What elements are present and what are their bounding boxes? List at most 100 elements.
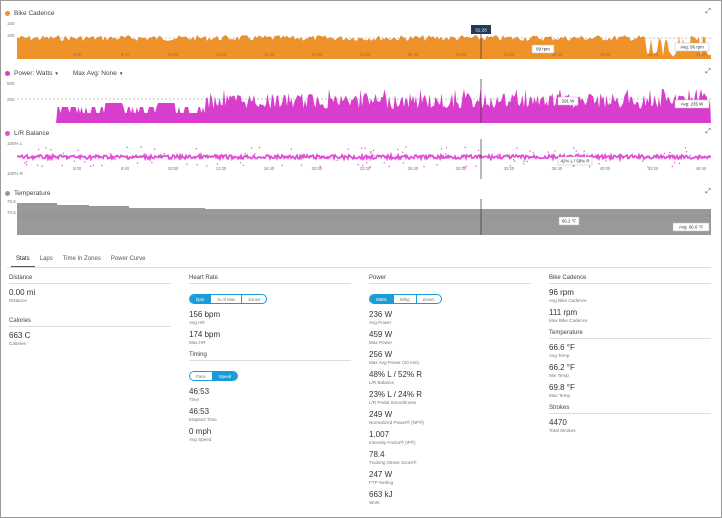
balance-point bbox=[547, 151, 549, 153]
power-watts-option[interactable]: Watts bbox=[370, 295, 393, 303]
balance-point bbox=[26, 161, 28, 163]
balance-cursor-value: 42% L / 58% R bbox=[560, 159, 589, 164]
time-value: 46:53 bbox=[189, 387, 210, 396]
balance-point bbox=[529, 150, 531, 152]
balance-point bbox=[216, 163, 218, 165]
tab-time-in-zones[interactable]: Time In Zones bbox=[62, 256, 101, 262]
power-ytick-top: 500 bbox=[7, 81, 15, 86]
cadence-xtick: 36:40 bbox=[552, 52, 563, 57]
balance-point bbox=[61, 164, 63, 167]
balance-point bbox=[222, 155, 224, 157]
power-metric-select[interactable]: Power: Watts bbox=[14, 69, 53, 77]
balance-point bbox=[685, 151, 688, 153]
power-zones-option[interactable]: Zones bbox=[415, 295, 441, 303]
power-ytick-mid: 250 bbox=[7, 97, 15, 102]
balance-point bbox=[523, 160, 525, 162]
balance-point bbox=[369, 159, 371, 161]
power-stat-value: 459 W bbox=[369, 330, 393, 339]
temperature-legend-dot bbox=[5, 190, 10, 196]
balance-point bbox=[689, 154, 691, 157]
balance-point bbox=[151, 161, 153, 164]
balance-point bbox=[366, 162, 368, 164]
balance-point bbox=[605, 160, 607, 162]
balance-point bbox=[369, 166, 371, 168]
balance-legend-dot bbox=[5, 130, 10, 136]
expand-icon[interactable]: ⤢ bbox=[705, 8, 711, 15]
expand-icon[interactable]: ⤢ bbox=[705, 188, 711, 195]
tab-laps[interactable]: Laps bbox=[39, 256, 53, 262]
balance-point bbox=[357, 164, 359, 166]
elapsed-time-value: 46:53 bbox=[189, 407, 210, 416]
balance-point bbox=[24, 162, 26, 164]
balance-point bbox=[143, 153, 145, 155]
balance-xtick-upper: 8:40 bbox=[121, 166, 130, 171]
hr-zones-option[interactable]: Zones bbox=[241, 295, 266, 303]
avg-hr-value: 156 bpm bbox=[189, 310, 221, 319]
cadence-chart-svg[interactable]: 150 100 5:00 8:40 10:00 13:20 16:40 20:00 23:2… bbox=[5, 19, 717, 65]
balance-xtick-upper: 10:00 bbox=[168, 166, 179, 171]
cadence-cursor-value-box bbox=[531, 44, 555, 54]
balance-point bbox=[361, 154, 363, 156]
balance-point bbox=[275, 157, 277, 160]
temperature-heading: Temperature bbox=[549, 330, 711, 339]
cadence-xtick: 43:20 bbox=[648, 52, 659, 57]
tab-stats[interactable]: Stats bbox=[11, 256, 35, 267]
power-stat-value: 663 kJ bbox=[369, 490, 393, 499]
balance-point bbox=[73, 160, 76, 162]
balance-point bbox=[136, 156, 138, 159]
max-hr-value: 174 bpm bbox=[189, 330, 221, 339]
balance-point bbox=[102, 156, 105, 158]
avg-temp-value: 66.6 °F bbox=[549, 343, 575, 352]
power-wkg-option[interactable]: W/kg bbox=[392, 295, 416, 303]
min-temp-value: 66.2 °F bbox=[549, 363, 575, 372]
power-chart-svg[interactable]: 500 250 291 W Avg: 235 W bbox=[5, 79, 717, 125]
balance-point bbox=[647, 166, 649, 168]
balance-point bbox=[89, 165, 92, 168]
power-chart-title: Power: Watts ▼ Max Avg: None ▼ bbox=[5, 67, 123, 79]
balance-point bbox=[445, 147, 448, 149]
heart-rate-heading: Heart Rate bbox=[189, 275, 351, 284]
balance-point bbox=[62, 152, 64, 154]
temperature-chart-panel: Temperature ⤢ 75.5 70.5 66.2 °F Avg: 66.6… bbox=[5, 187, 717, 239]
distance-heading: Distance bbox=[9, 275, 171, 284]
balance-point bbox=[397, 148, 399, 151]
power-stat-label: Normalized Power® (NP®) bbox=[369, 420, 425, 425]
balance-chart-svg[interactable]: 100% L 100% R 5:00 8:40 10:00 13:20 16:40 20:… bbox=[5, 139, 717, 185]
balance-xtick-upper: 40:00 bbox=[600, 166, 611, 171]
max-temp-value: 69.8 °F bbox=[549, 383, 575, 392]
max-avg-select[interactable]: Max Avg: None bbox=[72, 69, 117, 77]
balance-point bbox=[477, 149, 480, 151]
balance-xtick-upper: 20:00 bbox=[312, 166, 323, 171]
chevron-down-icon[interactable]: ▼ bbox=[118, 70, 124, 76]
strokes-heading: Strokes bbox=[549, 405, 711, 414]
timing-pace-option[interactable]: Pace bbox=[196, 374, 206, 379]
balance-point bbox=[489, 159, 492, 161]
balance-cursor-value-box bbox=[557, 156, 593, 166]
balance-xtick-upper: 30:00 bbox=[456, 166, 467, 171]
balance-point bbox=[588, 166, 591, 168]
balance-point bbox=[41, 165, 43, 167]
cadence-legend-dot bbox=[5, 10, 10, 16]
timing-speed-option[interactable]: Speed bbox=[211, 372, 238, 380]
hr-percent-max-option[interactable]: % of Max bbox=[210, 295, 241, 303]
balance-point bbox=[575, 150, 577, 152]
balance-point bbox=[320, 156, 322, 159]
tab-power-curve[interactable]: Power Curve bbox=[110, 256, 146, 262]
balance-point bbox=[423, 165, 425, 168]
stats-column-3: Power Watts W/kg Zones 236 W Avg Power 459… bbox=[369, 275, 531, 510]
expand-icon[interactable]: ⤢ bbox=[705, 128, 711, 135]
chevron-down-icon[interactable]: ▼ bbox=[54, 70, 59, 76]
temperature-chart-svg[interactable]: 75.5 70.5 66.2 °F Avg: 66.6 °F bbox=[5, 199, 717, 239]
power-chart-panel: Power: Watts ▼ Max Avg: None ▼ ⤢ 500 250 2… bbox=[5, 67, 717, 125]
cadence-chart-panel: Bike Cadence ⤢ 150 100 5:00 8:40 10:00 13:2… bbox=[5, 7, 717, 65]
balance-point bbox=[532, 152, 535, 154]
expand-icon[interactable]: ⤢ bbox=[705, 68, 711, 75]
balance-point bbox=[399, 158, 401, 160]
balance-point bbox=[45, 147, 47, 149]
balance-point bbox=[708, 156, 710, 159]
balance-point bbox=[402, 151, 404, 153]
avg-cadence-value: 96 rpm bbox=[549, 288, 574, 297]
balance-point bbox=[572, 165, 575, 167]
balance-point bbox=[684, 147, 687, 149]
hr-bpm-option[interactable]: bpm bbox=[190, 295, 211, 303]
